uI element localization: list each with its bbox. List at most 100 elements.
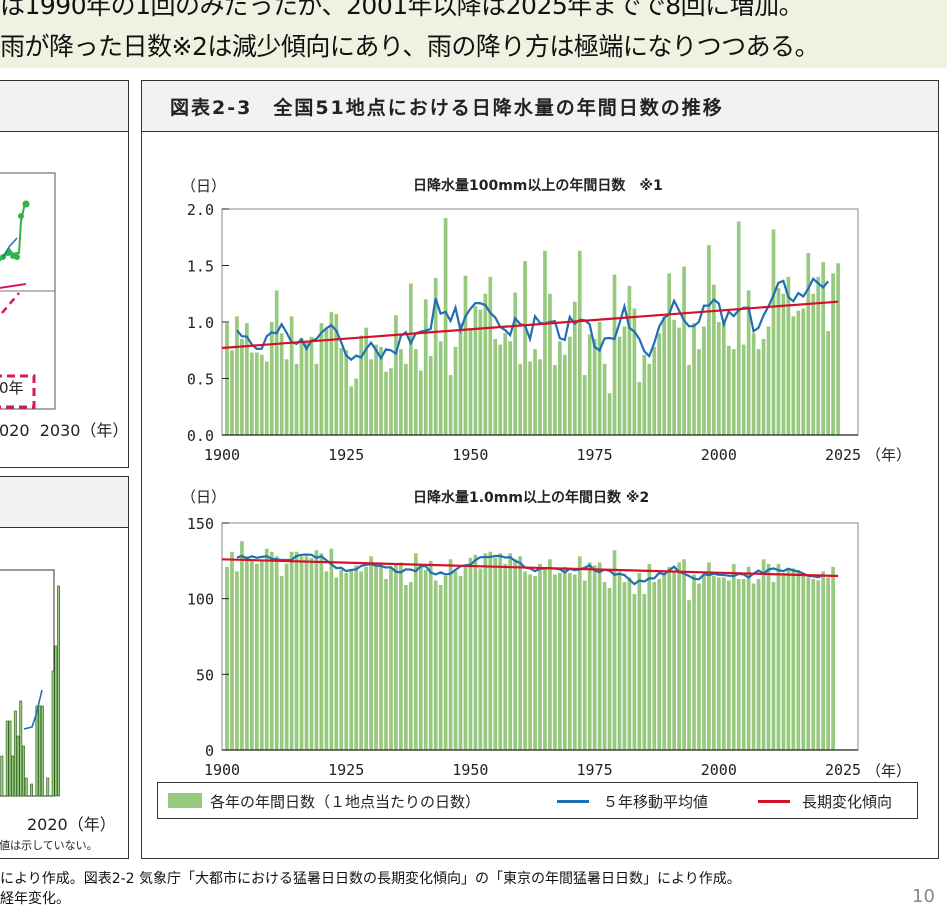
bar-2012 — [776, 288, 781, 435]
bar-1945 — [443, 575, 448, 750]
bar-1943 — [433, 580, 438, 750]
left-bottom-axis-label: 2020（年） — [27, 815, 116, 834]
chart2-title: 日降水量1.0mm以上の年間日数 ※2 — [413, 489, 649, 506]
bar-1972 — [577, 250, 582, 435]
bar-1964 — [538, 563, 542, 750]
banner-line-2: 雨が降った日数※2は減少傾向にあり、雨の降り方は極端になりつつある。 — [0, 32, 820, 61]
bar-1940 — [418, 370, 423, 435]
bar-1961 — [523, 571, 527, 750]
bar-1950 — [468, 329, 473, 435]
bar-1911 — [274, 290, 279, 435]
bar-1932 — [379, 346, 383, 435]
bar — [21, 745, 25, 797]
bar-2015 — [791, 568, 796, 750]
bar-1958 — [508, 341, 513, 435]
bar-1944 — [438, 585, 443, 750]
left-top-axis-labels: 020 2030（年） — [0, 421, 129, 440]
bar-1962 — [528, 361, 532, 435]
bar-1996 — [697, 583, 701, 750]
bar-1999 — [712, 284, 716, 435]
bar-1925 — [344, 350, 349, 435]
x-tick-label: 2000 — [701, 446, 737, 464]
bar-1931 — [374, 344, 378, 435]
bar-1937 — [404, 363, 408, 435]
bar-1914 — [289, 551, 294, 750]
bar-2004 — [736, 578, 741, 750]
bar-1913 — [284, 563, 289, 750]
bar-1965 — [543, 250, 547, 435]
bar-1975 — [592, 565, 597, 750]
bar-2002 — [726, 345, 731, 435]
bar-1955 — [493, 338, 498, 435]
bar-1952 — [478, 568, 483, 750]
bar-2009 — [761, 338, 766, 435]
bar-1951 — [473, 554, 478, 750]
x-tick-label: 1925 — [328, 446, 364, 464]
bar-1958 — [508, 553, 513, 750]
bar-2005 — [741, 578, 746, 750]
bar-1947 — [453, 346, 458, 435]
bar-1962 — [528, 574, 532, 750]
bar-1961 — [523, 260, 527, 435]
bar-1969 — [562, 354, 567, 435]
bar-1903 — [235, 316, 239, 435]
bar-2023 — [831, 566, 835, 750]
bar-2002 — [726, 580, 731, 750]
trend-line — [221, 300, 839, 350]
bar-1946 — [448, 559, 453, 750]
bar-1987 — [652, 346, 657, 435]
bar-1974 — [587, 334, 592, 435]
bar-1955 — [493, 557, 498, 750]
bar-2009 — [761, 559, 766, 750]
bar-1960 — [518, 363, 522, 435]
bar-1976 — [597, 562, 602, 750]
bar-1983 — [632, 594, 637, 750]
bar-1935 — [394, 563, 398, 750]
bar-1975 — [592, 338, 597, 435]
bar-2014 — [786, 568, 791, 750]
bar-1948 — [458, 323, 463, 435]
bar-1925 — [344, 572, 349, 750]
bar-1973 — [582, 375, 587, 435]
bar-1997 — [702, 575, 706, 750]
bar-1993 — [682, 559, 686, 750]
bar-1999 — [712, 575, 716, 750]
bar-2011 — [771, 582, 776, 750]
projection-line-pink — [1, 292, 20, 314]
bar-1959 — [513, 292, 518, 435]
trend-line-pink — [0, 283, 27, 289]
legend-ma-label: ５年移動平均値 — [603, 793, 709, 811]
bar-2016 — [796, 569, 801, 750]
bar-1989 — [662, 572, 667, 750]
bar-1939 — [413, 349, 418, 435]
left-panel-bottom: 2020（年） 値は示していない。 — [0, 476, 129, 859]
data-point — [22, 200, 30, 208]
bar-1983 — [632, 308, 637, 435]
bar-1947 — [453, 571, 458, 750]
bar — [54, 645, 58, 797]
data-point — [18, 213, 24, 219]
bar-1920 — [319, 323, 324, 435]
chart1-xlabel: （年） — [866, 446, 911, 464]
bar-2022 — [826, 577, 830, 750]
bar-1994 — [687, 364, 691, 435]
bar-1966 — [548, 293, 552, 435]
x-tick-label: 1950 — [452, 761, 488, 779]
bar-1978 — [607, 393, 612, 435]
bar-1992 — [677, 327, 681, 435]
bar-1917 — [304, 556, 309, 750]
bar-1997 — [702, 326, 706, 435]
bar-2019 — [811, 293, 816, 435]
bar-1957 — [503, 333, 508, 435]
bar-1953 — [483, 293, 488, 435]
bar-1959 — [513, 559, 518, 750]
bar-1926 — [349, 386, 354, 435]
callout-box — [0, 374, 36, 409]
bar-1941 — [423, 299, 428, 435]
bar-1928 — [359, 571, 364, 750]
bar — [35, 705, 39, 797]
bar-1933 — [384, 371, 388, 435]
bar-2013 — [781, 293, 786, 435]
bar-2020 — [816, 580, 821, 750]
x-tick-label: 2025 — [825, 446, 861, 464]
